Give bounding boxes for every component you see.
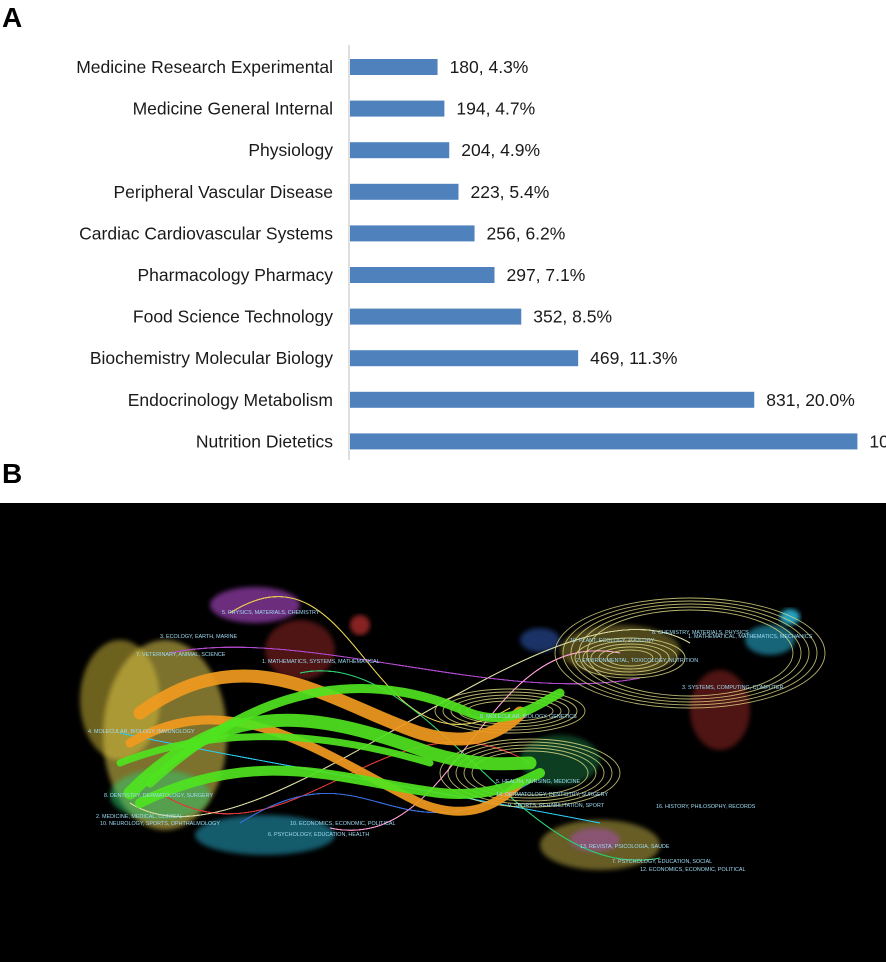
journal-ellipse	[447, 741, 613, 805]
journal-ellipse	[463, 747, 597, 799]
science-overlay-map: 5. PHYSICS, MATERIALS, CHEMISTRY 3. ECOLO…	[0, 503, 886, 962]
citing-field-label: 8. DENTISTRY, DERMATOLOGY, SURGERY	[104, 793, 213, 799]
journal-ellipse	[439, 738, 621, 808]
cluster-cloud	[745, 625, 795, 655]
cluster-cloud	[780, 609, 800, 625]
data-label: 204, 4.9%	[461, 140, 540, 160]
journal-ellipse	[442, 691, 578, 731]
journal-ellipse	[582, 640, 678, 676]
citing-field-label: 5. PHYSICS, MATERIALS, CHEMISTRY	[222, 610, 320, 616]
cited-field-labels: 6. CHEMISTRY, MATERIALS, PHYSICS 10. PLAN…	[480, 630, 813, 873]
bar	[350, 350, 579, 367]
panel-b-letter: B	[2, 458, 23, 489]
main-citation-path	[145, 684, 565, 788]
category-label: Cardiac Cardiovascular Systems	[79, 223, 333, 243]
citing-field-label: 6. PSYCHOLOGY, EDUCATION, HEALTH	[268, 832, 369, 838]
main-citation-path	[135, 765, 545, 808]
cited-field-label: 10. PLANT, ECOLOGY, ZOOLOGY	[570, 638, 655, 644]
cited-field-label: 7. PSYCHOLOGY, EDUCATION, SOCIAL	[612, 859, 712, 865]
cited-field-label: 13. REVISTA, PSICOLOGIA, SAUDE	[580, 844, 670, 850]
data-label: 223, 5.4%	[470, 182, 549, 202]
cluster-cloud	[195, 815, 335, 855]
main-citation-path	[133, 669, 527, 746]
cited-field-label: 3. SYSTEMS, COMPUTING, COMPUTER	[682, 685, 784, 691]
data-label: 194, 4.7%	[456, 99, 535, 119]
bar	[350, 267, 495, 283]
citing-field-label: 4. MOLECULAR, BIOLOGY, IMMUNOLOGY	[88, 729, 195, 735]
bar	[350, 225, 475, 242]
main-citation-paths	[116, 669, 565, 816]
category-label: Peripheral Vascular Disease	[113, 182, 333, 202]
data-label: 256, 6.2%	[487, 223, 566, 243]
journal-ellipse	[570, 603, 810, 703]
bar	[350, 59, 438, 75]
bar-chart: Medicine Research Experimental 180, 4.3% M…	[76, 45, 886, 460]
data-label: 297, 7.1%	[506, 265, 585, 285]
data-label: 1043, 25.1%	[869, 431, 886, 451]
cluster-cloud	[210, 587, 300, 623]
citing-field-labels: 5. PHYSICS, MATERIALS, CHEMISTRY 3. ECOLO…	[88, 610, 395, 838]
journal-ellipse	[606, 649, 654, 667]
journal-ellipse	[598, 646, 662, 670]
cluster-cloud	[80, 640, 160, 760]
citing-field-label: 10. ECONOMICS, ECONOMIC, POLITICAL	[290, 821, 395, 827]
citing-field-label: 2. MEDICINE, MEDICAL, CLINICAL	[96, 814, 183, 820]
cited-field-label: 8. MOLECULAR, BIOLOGY, GENETICS	[480, 714, 577, 720]
bar	[350, 142, 450, 159]
category-label: Endocrinology Metabolism	[128, 390, 333, 410]
journal-ellipse	[586, 609, 794, 697]
citing-field-label: 10. NEUROLOGY, SPORTS, OPHTHALMOLOGY	[100, 821, 220, 827]
cluster-cloud	[350, 615, 370, 635]
journal-ellipse	[574, 637, 686, 679]
cited-field-label: 6. CHEMISTRY, MATERIALS, PHYSICS	[652, 630, 749, 636]
journal-ellipse	[590, 643, 670, 673]
bar	[350, 100, 445, 117]
citing-field-label: 3. ECOLOGY, EARTH, MARINE	[160, 634, 237, 640]
category-label: Pharmacology Pharmacy	[138, 265, 334, 285]
cluster-cloud	[520, 628, 560, 652]
bar	[350, 433, 858, 450]
citation-link	[169, 646, 641, 685]
journal-ellipse	[434, 688, 586, 734]
journal-ellipse	[562, 600, 818, 706]
bar	[350, 391, 755, 408]
data-label: 831, 20.0%	[766, 390, 855, 410]
cited-field-label: 1. MATHEMATICAL, MATHEMATICS, MECHANICS	[688, 634, 813, 640]
cited-field-label: 12. ECONOMICS, ECONOMIC, POLITICAL	[640, 867, 745, 873]
cited-field-label: 9. SPORTS, REHABILITATION, SPORT	[508, 803, 605, 809]
category-label: Food Science Technology	[133, 307, 333, 327]
category-label: Biochemistry Molecular Biology	[90, 348, 333, 368]
cited-field-label: 16. HISTORY, PHILOSOPHY, RECORDS	[656, 804, 756, 810]
citing-field-label: 1. MATHEMATICS, SYSTEMS, MATHEMATICAL	[262, 659, 380, 665]
overlay-map-canvas: 5. PHYSICS, MATERIALS, CHEMISTRY 3. ECOLO…	[80, 587, 826, 873]
panel-a-letter: A	[2, 2, 23, 33]
cluster-cloud	[570, 828, 620, 852]
bar	[350, 183, 459, 200]
main-citation-path	[116, 733, 434, 767]
category-label: Nutrition Dietetics	[196, 431, 333, 451]
category-label: Physiology	[248, 140, 333, 160]
cited-field-label: 14. DERMATOLOGY, DENTISTRY, SURGERY	[496, 792, 608, 798]
cluster-cloud	[690, 670, 750, 750]
data-label: 180, 4.3%	[450, 57, 529, 77]
journal-ellipse	[455, 744, 605, 802]
citing-field-label: 7. VETERINARY, ANIMAL, SCIENCE	[136, 652, 226, 658]
category-label: Medicine General Internal	[133, 99, 333, 119]
cluster-cloud	[265, 620, 335, 680]
bar	[350, 308, 522, 325]
cited-field-label: 5. HEALTH, NURSING, MEDICINE	[496, 779, 580, 785]
data-label: 469, 11.3%	[590, 348, 677, 368]
journal-ellipse	[554, 597, 826, 709]
cited-field-label: 2. ENVIRONMENTAL, TOXICOLOGY, NUTRITION	[576, 658, 698, 664]
journal-ellipse	[471, 750, 589, 796]
journal-ellipse	[578, 606, 802, 700]
category-label: Medicine Research Experimental	[76, 57, 333, 77]
data-label: 352, 8.5%	[533, 307, 612, 327]
